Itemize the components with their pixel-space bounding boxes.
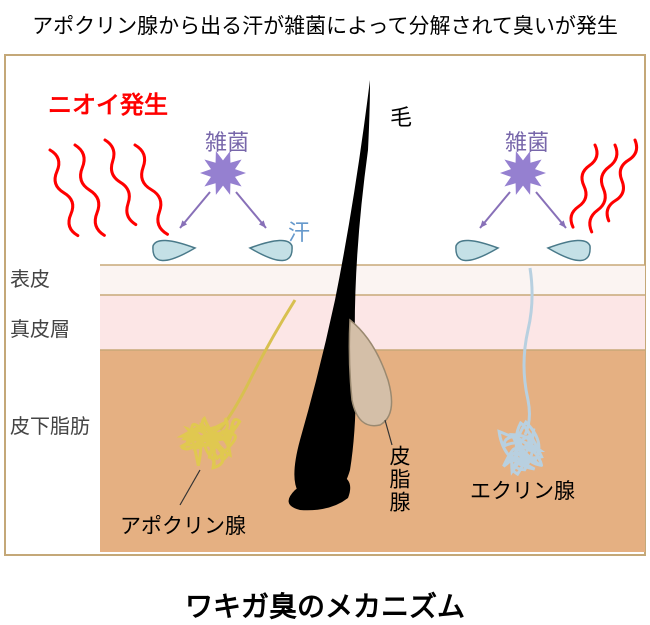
apocrine-label: アポクリン腺	[120, 510, 246, 540]
top-description: アポクリン腺から出る汗が雑菌によって分解されて臭いが発生	[0, 10, 650, 40]
eccrine-label: エクリン腺	[470, 475, 575, 505]
sebaceous-label: 皮脂腺	[383, 445, 413, 514]
epidermis-label: 表皮	[10, 263, 50, 292]
bacteria-label-left: 雑菌	[205, 125, 249, 157]
sweat-label: 汗	[288, 215, 310, 247]
odor-generation-label: ニオイ発生	[48, 85, 168, 120]
main-title: ワキガ臭のメカニズム	[0, 585, 650, 625]
dermis-label: 真皮層	[10, 313, 70, 342]
hair-label: 毛	[390, 100, 412, 132]
subcutaneous-label: 皮下脂肪	[10, 410, 90, 439]
bacteria-label-right: 雑菌	[505, 125, 549, 157]
